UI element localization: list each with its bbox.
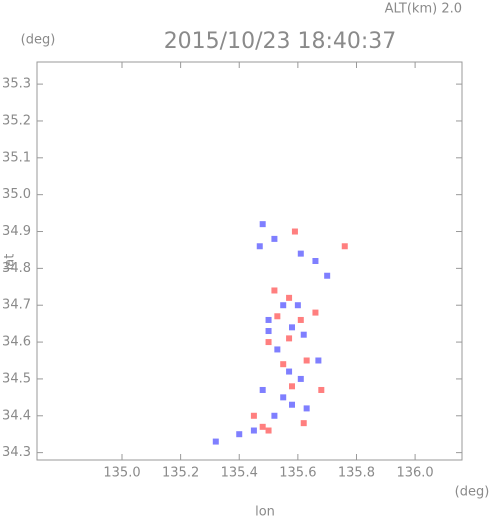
echo-point xyxy=(297,250,304,257)
x-tick-label: 135.6 xyxy=(279,466,316,481)
y-tick-label: 35.3 xyxy=(2,77,31,92)
echo-point xyxy=(303,405,310,412)
echo-point xyxy=(271,235,278,242)
echo-point xyxy=(274,346,281,353)
echo-point xyxy=(324,272,331,279)
echo-point xyxy=(265,427,272,434)
plot-frame xyxy=(36,61,463,461)
echo-point xyxy=(300,420,307,427)
x-tick-label: 136.0 xyxy=(396,466,433,481)
echo-point xyxy=(265,328,272,335)
y-tick-label: 34.5 xyxy=(2,371,31,386)
echo-point xyxy=(286,294,293,301)
echo-point xyxy=(274,313,281,320)
x-unit: (deg) xyxy=(455,485,490,500)
y-unit: (deg) xyxy=(21,33,56,48)
x-axis-label: lon xyxy=(255,505,275,520)
echo-point xyxy=(250,427,257,434)
echo-point xyxy=(300,331,307,338)
y-tick-label: 35.1 xyxy=(2,150,31,165)
echo-point xyxy=(212,438,219,445)
echo-point xyxy=(256,243,263,250)
echo-point xyxy=(236,431,243,438)
echo-point xyxy=(341,243,348,250)
x-tick-label: 135.4 xyxy=(221,466,258,481)
echo-point xyxy=(259,423,266,430)
echo-point xyxy=(297,375,304,382)
echo-point xyxy=(286,368,293,375)
echo-point xyxy=(286,335,293,342)
echo-point xyxy=(289,383,295,390)
echo-point xyxy=(280,302,287,309)
x-tick-label: 135.8 xyxy=(338,466,375,481)
echo-point xyxy=(271,287,278,294)
x-tick-label: 135.0 xyxy=(103,466,140,481)
echo-point xyxy=(312,258,319,264)
y-tick-label: 34.6 xyxy=(2,335,31,350)
echo-point xyxy=(312,309,319,316)
echo-point xyxy=(289,401,295,408)
echo-point xyxy=(280,394,287,401)
echo-point xyxy=(303,357,310,364)
echo-point xyxy=(271,412,278,419)
y-tick-label: 34.8 xyxy=(2,261,31,276)
echo-point xyxy=(297,316,304,323)
echo-point xyxy=(294,302,301,309)
echo-point xyxy=(265,316,272,323)
y-tick-label: 34.3 xyxy=(2,445,31,460)
echo-point xyxy=(265,339,272,346)
y-axis-label: lat xyxy=(3,254,18,271)
echo-point xyxy=(315,357,322,364)
y-tick-label: 34.7 xyxy=(2,298,31,313)
x-tick-label: 135.2 xyxy=(162,466,199,481)
echo-point xyxy=(289,324,295,331)
y-tick-label: 34.9 xyxy=(2,224,31,239)
echo-point xyxy=(291,228,298,235)
echo-point xyxy=(318,386,325,393)
chart-title: 2015/10/23 18:40:37 xyxy=(164,29,397,54)
echo-point xyxy=(280,361,287,368)
y-tick-label: 35.2 xyxy=(2,113,31,128)
echo-point xyxy=(259,221,266,228)
echo-point xyxy=(259,386,266,393)
altitude-label: ALT(km) 2.0 xyxy=(385,2,462,17)
y-tick-label: 34.4 xyxy=(2,408,31,423)
echo-point xyxy=(250,412,257,419)
y-tick-label: 35.0 xyxy=(2,187,31,202)
